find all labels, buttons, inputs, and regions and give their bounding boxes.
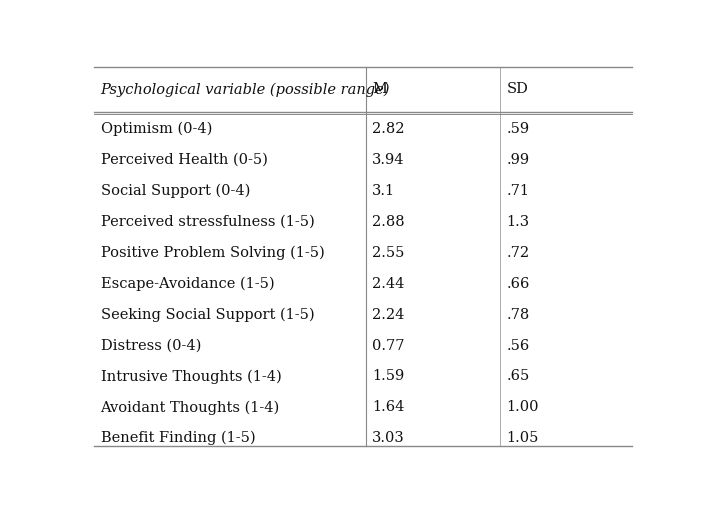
Text: .71: .71 <box>506 184 530 198</box>
Text: Perceived stressfulness (1-5): Perceived stressfulness (1-5) <box>101 215 314 229</box>
Text: Avoidant Thoughts (1-4): Avoidant Thoughts (1-4) <box>101 400 280 415</box>
Text: .66: .66 <box>506 277 530 291</box>
Text: 1.59: 1.59 <box>372 369 404 384</box>
Text: Escape-Avoidance (1-5): Escape-Avoidance (1-5) <box>101 276 274 291</box>
Text: 3.03: 3.03 <box>372 431 405 445</box>
Text: 1.00: 1.00 <box>506 400 539 415</box>
Text: Social Support (0-4): Social Support (0-4) <box>101 184 250 198</box>
Text: 1.64: 1.64 <box>372 400 404 415</box>
Text: M: M <box>372 82 387 97</box>
Text: Perceived Health (0-5): Perceived Health (0-5) <box>101 153 268 167</box>
Text: .65: .65 <box>506 369 530 384</box>
Text: 2.44: 2.44 <box>372 277 404 291</box>
Text: 3.1: 3.1 <box>372 184 395 198</box>
Text: 2.24: 2.24 <box>372 308 404 322</box>
Text: .99: .99 <box>506 153 530 167</box>
Text: 2.55: 2.55 <box>372 246 404 260</box>
Text: Intrusive Thoughts (1-4): Intrusive Thoughts (1-4) <box>101 369 281 384</box>
Text: 1.3: 1.3 <box>506 215 530 229</box>
Text: Seeking Social Support (1-5): Seeking Social Support (1-5) <box>101 307 314 322</box>
Text: .59: .59 <box>506 122 530 136</box>
Text: 2.82: 2.82 <box>372 122 405 136</box>
Text: 2.88: 2.88 <box>372 215 405 229</box>
Text: Positive Problem Solving (1-5): Positive Problem Solving (1-5) <box>101 246 324 260</box>
Text: Distress (0-4): Distress (0-4) <box>101 338 201 353</box>
Text: Benefit Finding (1-5): Benefit Finding (1-5) <box>101 431 255 446</box>
Text: .56: .56 <box>506 338 530 353</box>
Text: SD: SD <box>506 82 528 97</box>
Text: 0.77: 0.77 <box>372 338 405 353</box>
Text: Optimism (0-4): Optimism (0-4) <box>101 122 212 137</box>
Text: .78: .78 <box>506 308 530 322</box>
Text: 1.05: 1.05 <box>506 431 539 445</box>
Text: Psychological variable (possible range): Psychological variable (possible range) <box>101 82 390 97</box>
Text: .72: .72 <box>506 246 530 260</box>
Text: 3.94: 3.94 <box>372 153 405 167</box>
